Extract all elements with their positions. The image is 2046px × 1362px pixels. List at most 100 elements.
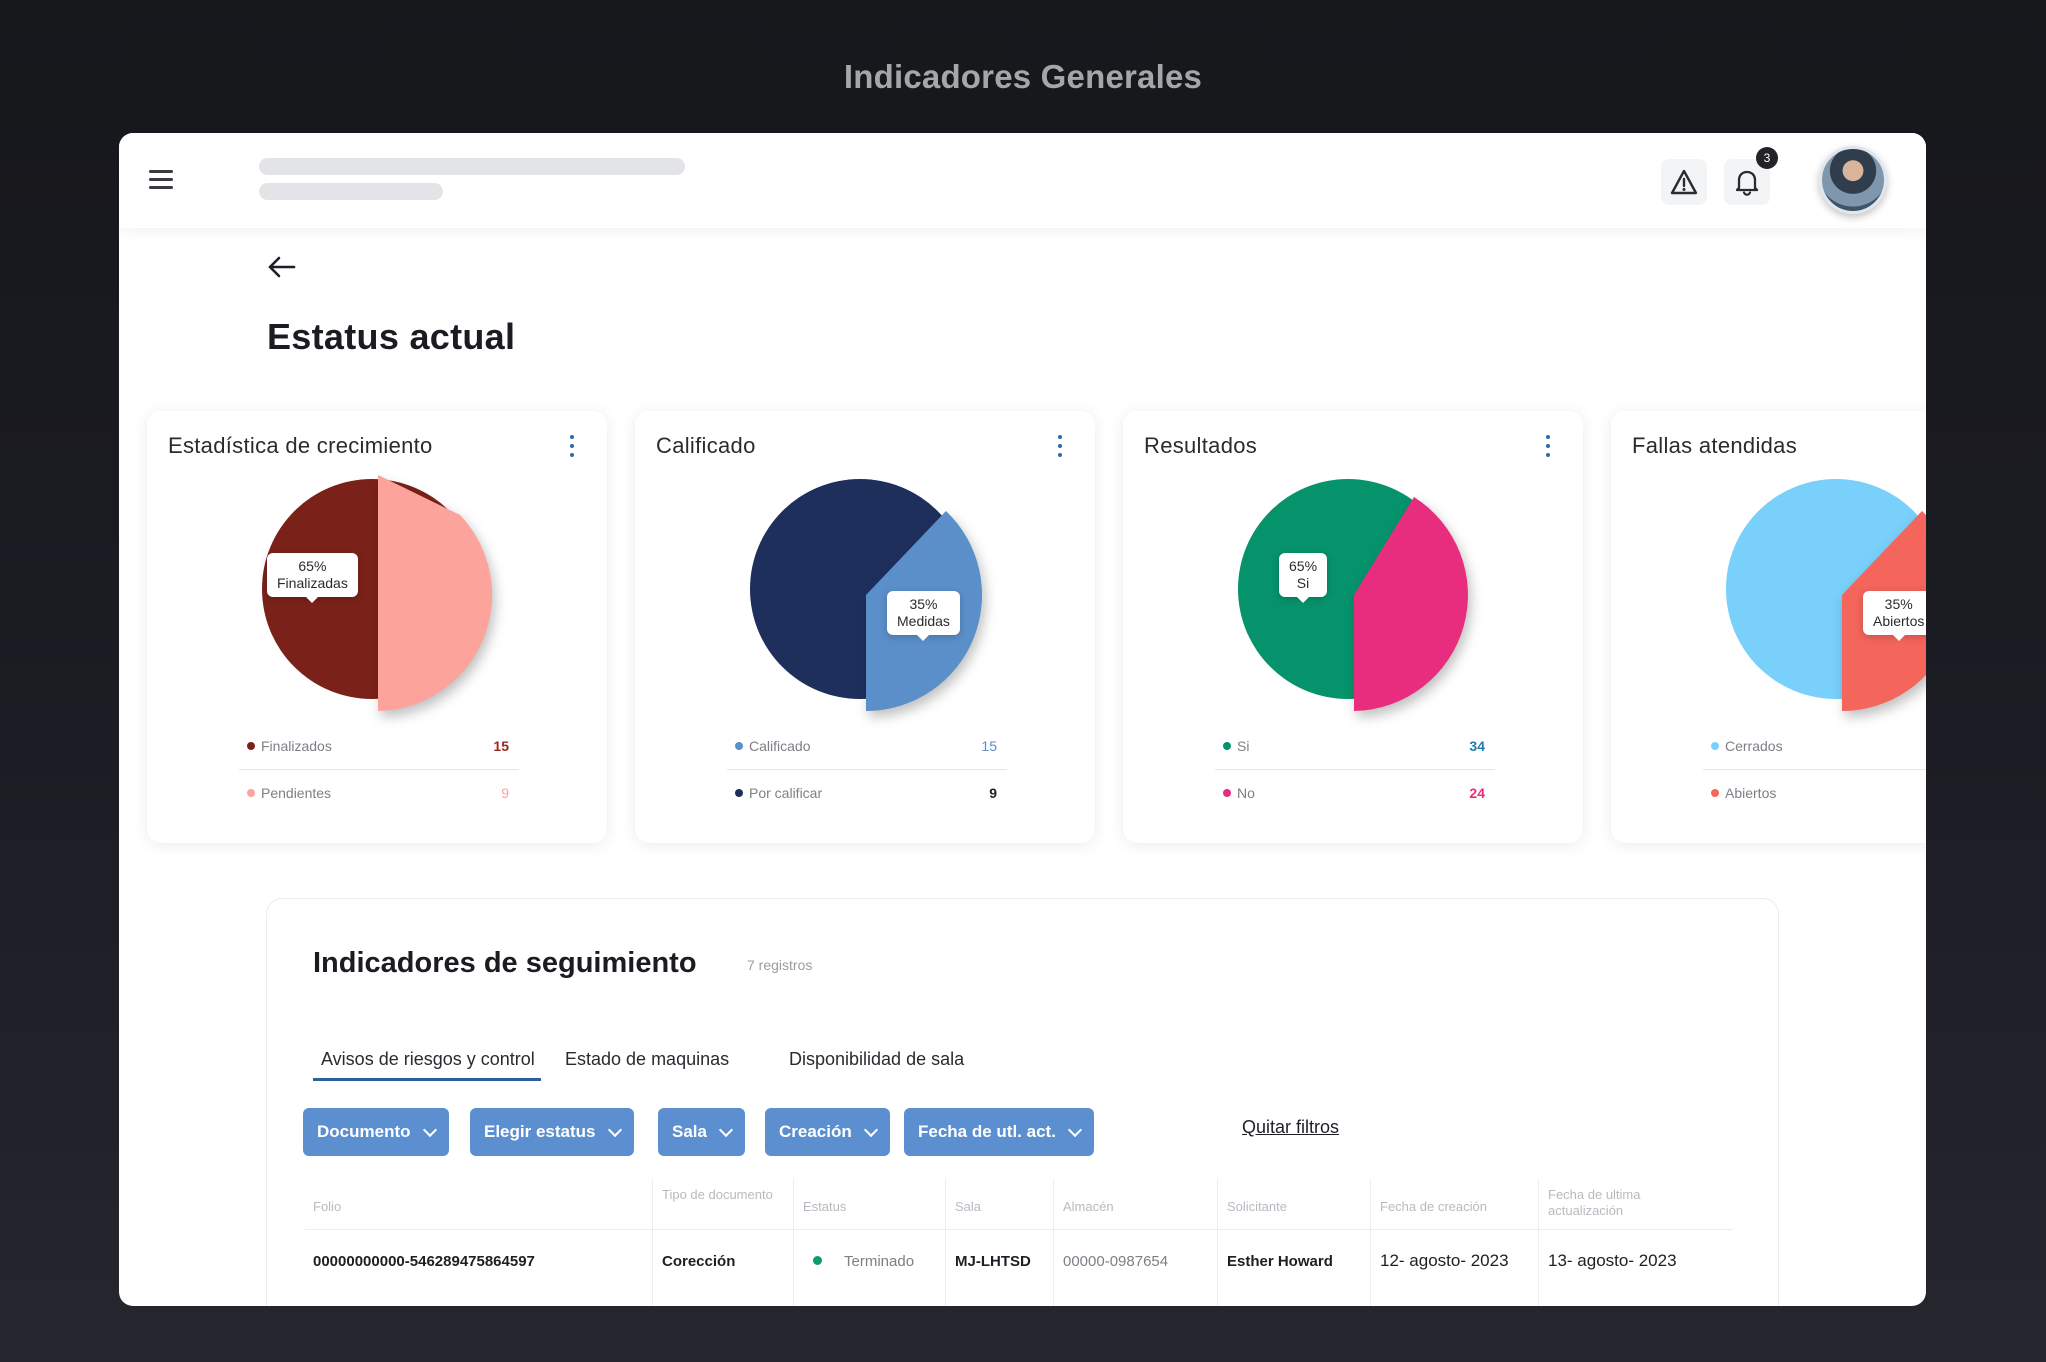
notifications-button[interactable]: 3 [1724, 147, 1778, 205]
legend-value: 9 [501, 785, 509, 801]
filter-documento[interactable]: Documento [303, 1108, 449, 1156]
tooltip-label: Finalizadas [277, 575, 348, 591]
card-resultados: Resultados 65% Si Si 34 No 24 [1123, 411, 1583, 843]
column-header-estatus: Estatus [803, 1199, 847, 1214]
pie-tooltip: 35% Medidas [887, 591, 960, 641]
notification-badge: 3 [1756, 147, 1778, 169]
card-title: Calificado [656, 433, 756, 458]
legend-item: Cerrados [1711, 738, 1926, 768]
back-arrow-icon[interactable] [266, 253, 298, 281]
legend-item: Calificado 15 [735, 738, 997, 768]
indicators-panel: Indicadores de seguimiento 7 registros A… [266, 898, 1779, 1306]
card-title: Estadística de crecimiento [168, 433, 433, 458]
cell-sala: MJ-LHTSD [955, 1253, 1031, 1270]
filter-label: Creación [779, 1122, 852, 1141]
column-header-fecha-actualizacion: Fecha de ultima actualización [1548, 1187, 1641, 1218]
warning-button[interactable] [1661, 159, 1707, 205]
legend-divider [1703, 769, 1926, 770]
pie-tooltip: 65% Finalizadas [267, 553, 358, 603]
column-header-fecha-creacion: Fecha de creación [1380, 1199, 1487, 1214]
filter-label: Sala [672, 1122, 707, 1141]
legend-label: No [1237, 785, 1255, 801]
cell-fecha-actualizacion: 13- agosto- 2023 [1548, 1251, 1677, 1270]
tooltip-label: Medidas [897, 613, 950, 629]
legend-value: 15 [981, 738, 997, 754]
column-header-almacen: Almacén [1063, 1199, 1114, 1214]
filter-fecha-actualizacion[interactable]: Fecha de utl. act. [904, 1108, 1094, 1156]
status-dot [813, 1256, 822, 1265]
records-count: 7 registros [747, 957, 813, 973]
legend-value: 34 [1469, 738, 1485, 754]
filter-creacion[interactable]: Creación [765, 1108, 890, 1156]
card-estadistica: Estadística de crecimiento 65% Finalizad… [147, 411, 607, 843]
legend-value: 15 [493, 738, 509, 754]
legend-label: Calificado [749, 738, 811, 754]
kebab-menu-icon[interactable] [1055, 435, 1065, 459]
column-header-tipo: Tipo de documento [662, 1187, 773, 1202]
legend-divider [1215, 769, 1495, 770]
legend-value: 24 [1469, 785, 1485, 801]
legend-item: Abiertos [1711, 785, 1926, 815]
legend-label: Cerrados [1725, 738, 1783, 754]
cell-almacen: 00000-0987654 [1063, 1253, 1169, 1270]
column-divider [652, 1179, 653, 1306]
card-fallas: Fallas atendidas 35% Abiertos Cerrados A… [1611, 411, 1926, 843]
pie-slice-second [378, 475, 493, 711]
legend-label: Si [1237, 738, 1250, 754]
clear-filters-link[interactable]: Quitar filtros [1242, 1117, 1340, 1137]
column-divider [1053, 1179, 1054, 1306]
page-heading: Indicadores Generales [843, 58, 1203, 95]
legend-value: 9 [989, 785, 997, 801]
subtitle-skeleton [259, 183, 443, 200]
kebab-menu-icon[interactable] [567, 435, 577, 459]
tooltip-percent: 35% [1884, 596, 1913, 612]
chevron-down-icon [863, 1122, 878, 1137]
column-divider [1538, 1179, 1539, 1306]
legend-item: No 24 [1223, 785, 1485, 815]
bell-icon [1735, 170, 1759, 196]
filter-estatus[interactable]: Elegir estatus [470, 1108, 634, 1156]
pie-chart [1238, 479, 1468, 711]
legend-item: Pendientes 9 [247, 785, 509, 815]
pie-chart [262, 475, 493, 711]
chevron-down-icon [607, 1122, 622, 1137]
legend-divider [239, 769, 519, 770]
chevron-down-icon [718, 1122, 734, 1137]
pie-slice-second [1354, 497, 1468, 711]
cell-solicitante: Esther Howard [1227, 1253, 1333, 1270]
warning-icon [1670, 169, 1698, 195]
tooltip-label: Si [1296, 575, 1310, 591]
tooltip-label: Abiertos [1873, 613, 1925, 629]
column-divider [945, 1179, 946, 1306]
column-divider [793, 1179, 794, 1306]
status-label: Terminado [844, 1253, 915, 1270]
filter-label: Documento [317, 1122, 411, 1141]
legend-divider [727, 769, 1007, 770]
chevron-down-icon [1067, 1122, 1083, 1137]
legend-item: Por calificar 9 [735, 785, 997, 815]
filter-label: Elegir estatus [484, 1122, 596, 1141]
user-avatar[interactable] [1819, 146, 1887, 214]
tooltip-percent: 35% [909, 596, 938, 612]
filter-sala[interactable]: Sala [658, 1108, 745, 1156]
column-header-folio: Folio [313, 1199, 342, 1214]
column-header-sala: Sala [955, 1199, 982, 1214]
pie-tooltip: 65% Si [1279, 553, 1328, 603]
top-bar: 3 [119, 133, 1926, 228]
row-divider [305, 1229, 1733, 1230]
legend-item: Finalizados 15 [247, 738, 509, 768]
legend-label: Abiertos [1725, 785, 1777, 801]
tab-estado-maquinas[interactable]: Estado de maquinas [565, 1049, 730, 1069]
tab-avisos[interactable]: Avisos de riesgos y control [313, 1049, 541, 1081]
kebab-menu-icon[interactable] [1543, 435, 1553, 459]
pie-tooltip: 35% Abiertos [1863, 591, 1926, 641]
column-divider [1217, 1179, 1218, 1306]
cell-tipo: Corección [662, 1253, 736, 1270]
legend-item: Si 34 [1223, 738, 1485, 768]
column-header-solicitante: Solicitante [1227, 1199, 1287, 1214]
legend-label: Por calificar [749, 785, 823, 801]
menu-icon[interactable] [149, 170, 175, 190]
app-window: 3 Estatus actual Estadística de crecimie… [119, 133, 1926, 1306]
tab-disponibilidad[interactable]: Disponibilidad de sala [789, 1049, 965, 1069]
title-skeleton [259, 158, 685, 175]
